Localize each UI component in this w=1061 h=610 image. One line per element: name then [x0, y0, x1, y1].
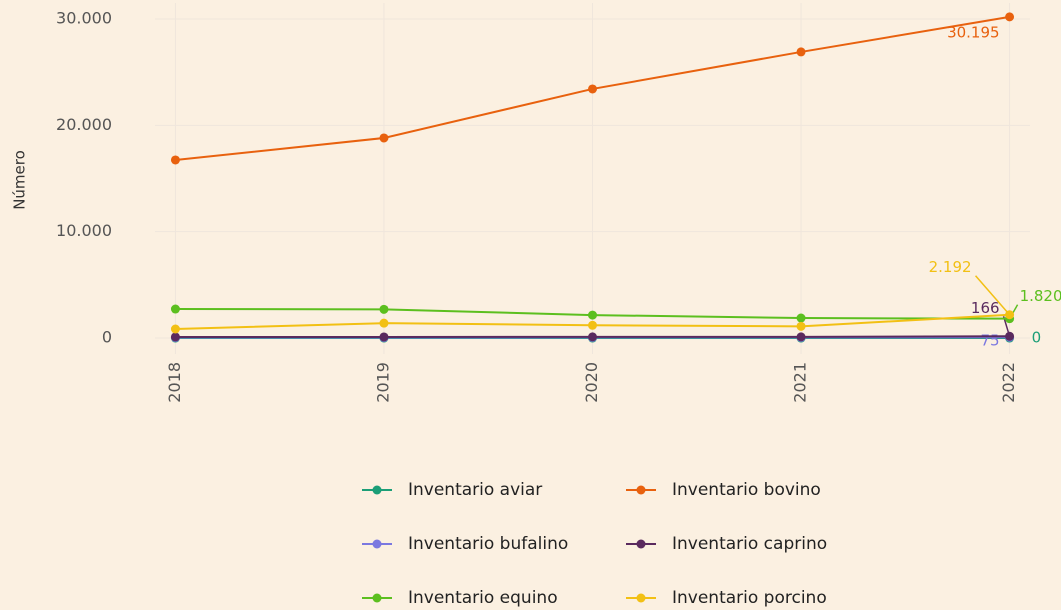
point [796, 332, 806, 342]
point [379, 304, 389, 314]
y-tick-label: 0 [102, 328, 112, 347]
point [170, 304, 180, 314]
point [588, 310, 597, 320]
y-tick-label: 20.000 [56, 115, 112, 134]
point [588, 320, 597, 330]
data-label: 1.820 [1020, 287, 1061, 305]
legend-label: Inventario equino [408, 588, 558, 608]
point [379, 133, 389, 143]
point [796, 47, 806, 57]
y-tick-label: 10.000 [56, 221, 112, 240]
data-label: 75 [980, 332, 999, 350]
point [588, 84, 597, 94]
point [379, 318, 389, 328]
y-axis-title: Número [11, 150, 29, 210]
x-tick-label: 2018 [165, 362, 184, 403]
data-label: 30.195 [947, 23, 1000, 41]
y-tick-label: 30.000 [56, 8, 112, 27]
legend-marker [372, 485, 382, 495]
legend-marker [372, 593, 382, 603]
data-label: 2.192 [929, 258, 972, 276]
legend-label: Inventario caprino [672, 534, 827, 554]
point [379, 332, 389, 342]
point [588, 332, 597, 342]
x-tick-label: 2019 [373, 362, 392, 403]
legend-marker [636, 539, 646, 549]
x-tick-label: 2020 [582, 362, 601, 403]
point [170, 155, 180, 165]
point [796, 313, 806, 323]
point [1005, 12, 1015, 22]
leader-line [975, 275, 1011, 316]
legend-marker [636, 485, 646, 495]
legend-label: Inventario aviar [408, 480, 542, 500]
data-label: 0 [1032, 329, 1042, 347]
data-label: 166 [971, 299, 1000, 317]
point [170, 332, 180, 342]
legend-label: Inventario bovino [672, 480, 821, 500]
x-tick-label: 2022 [999, 362, 1018, 403]
point [170, 324, 180, 334]
legend-label: Inventario porcino [672, 588, 827, 608]
legend-marker [372, 539, 382, 549]
legend-marker [636, 593, 646, 603]
x-tick-label: 2021 [791, 362, 810, 403]
legend-label: Inventario bufalino [408, 534, 568, 554]
point [796, 321, 806, 331]
